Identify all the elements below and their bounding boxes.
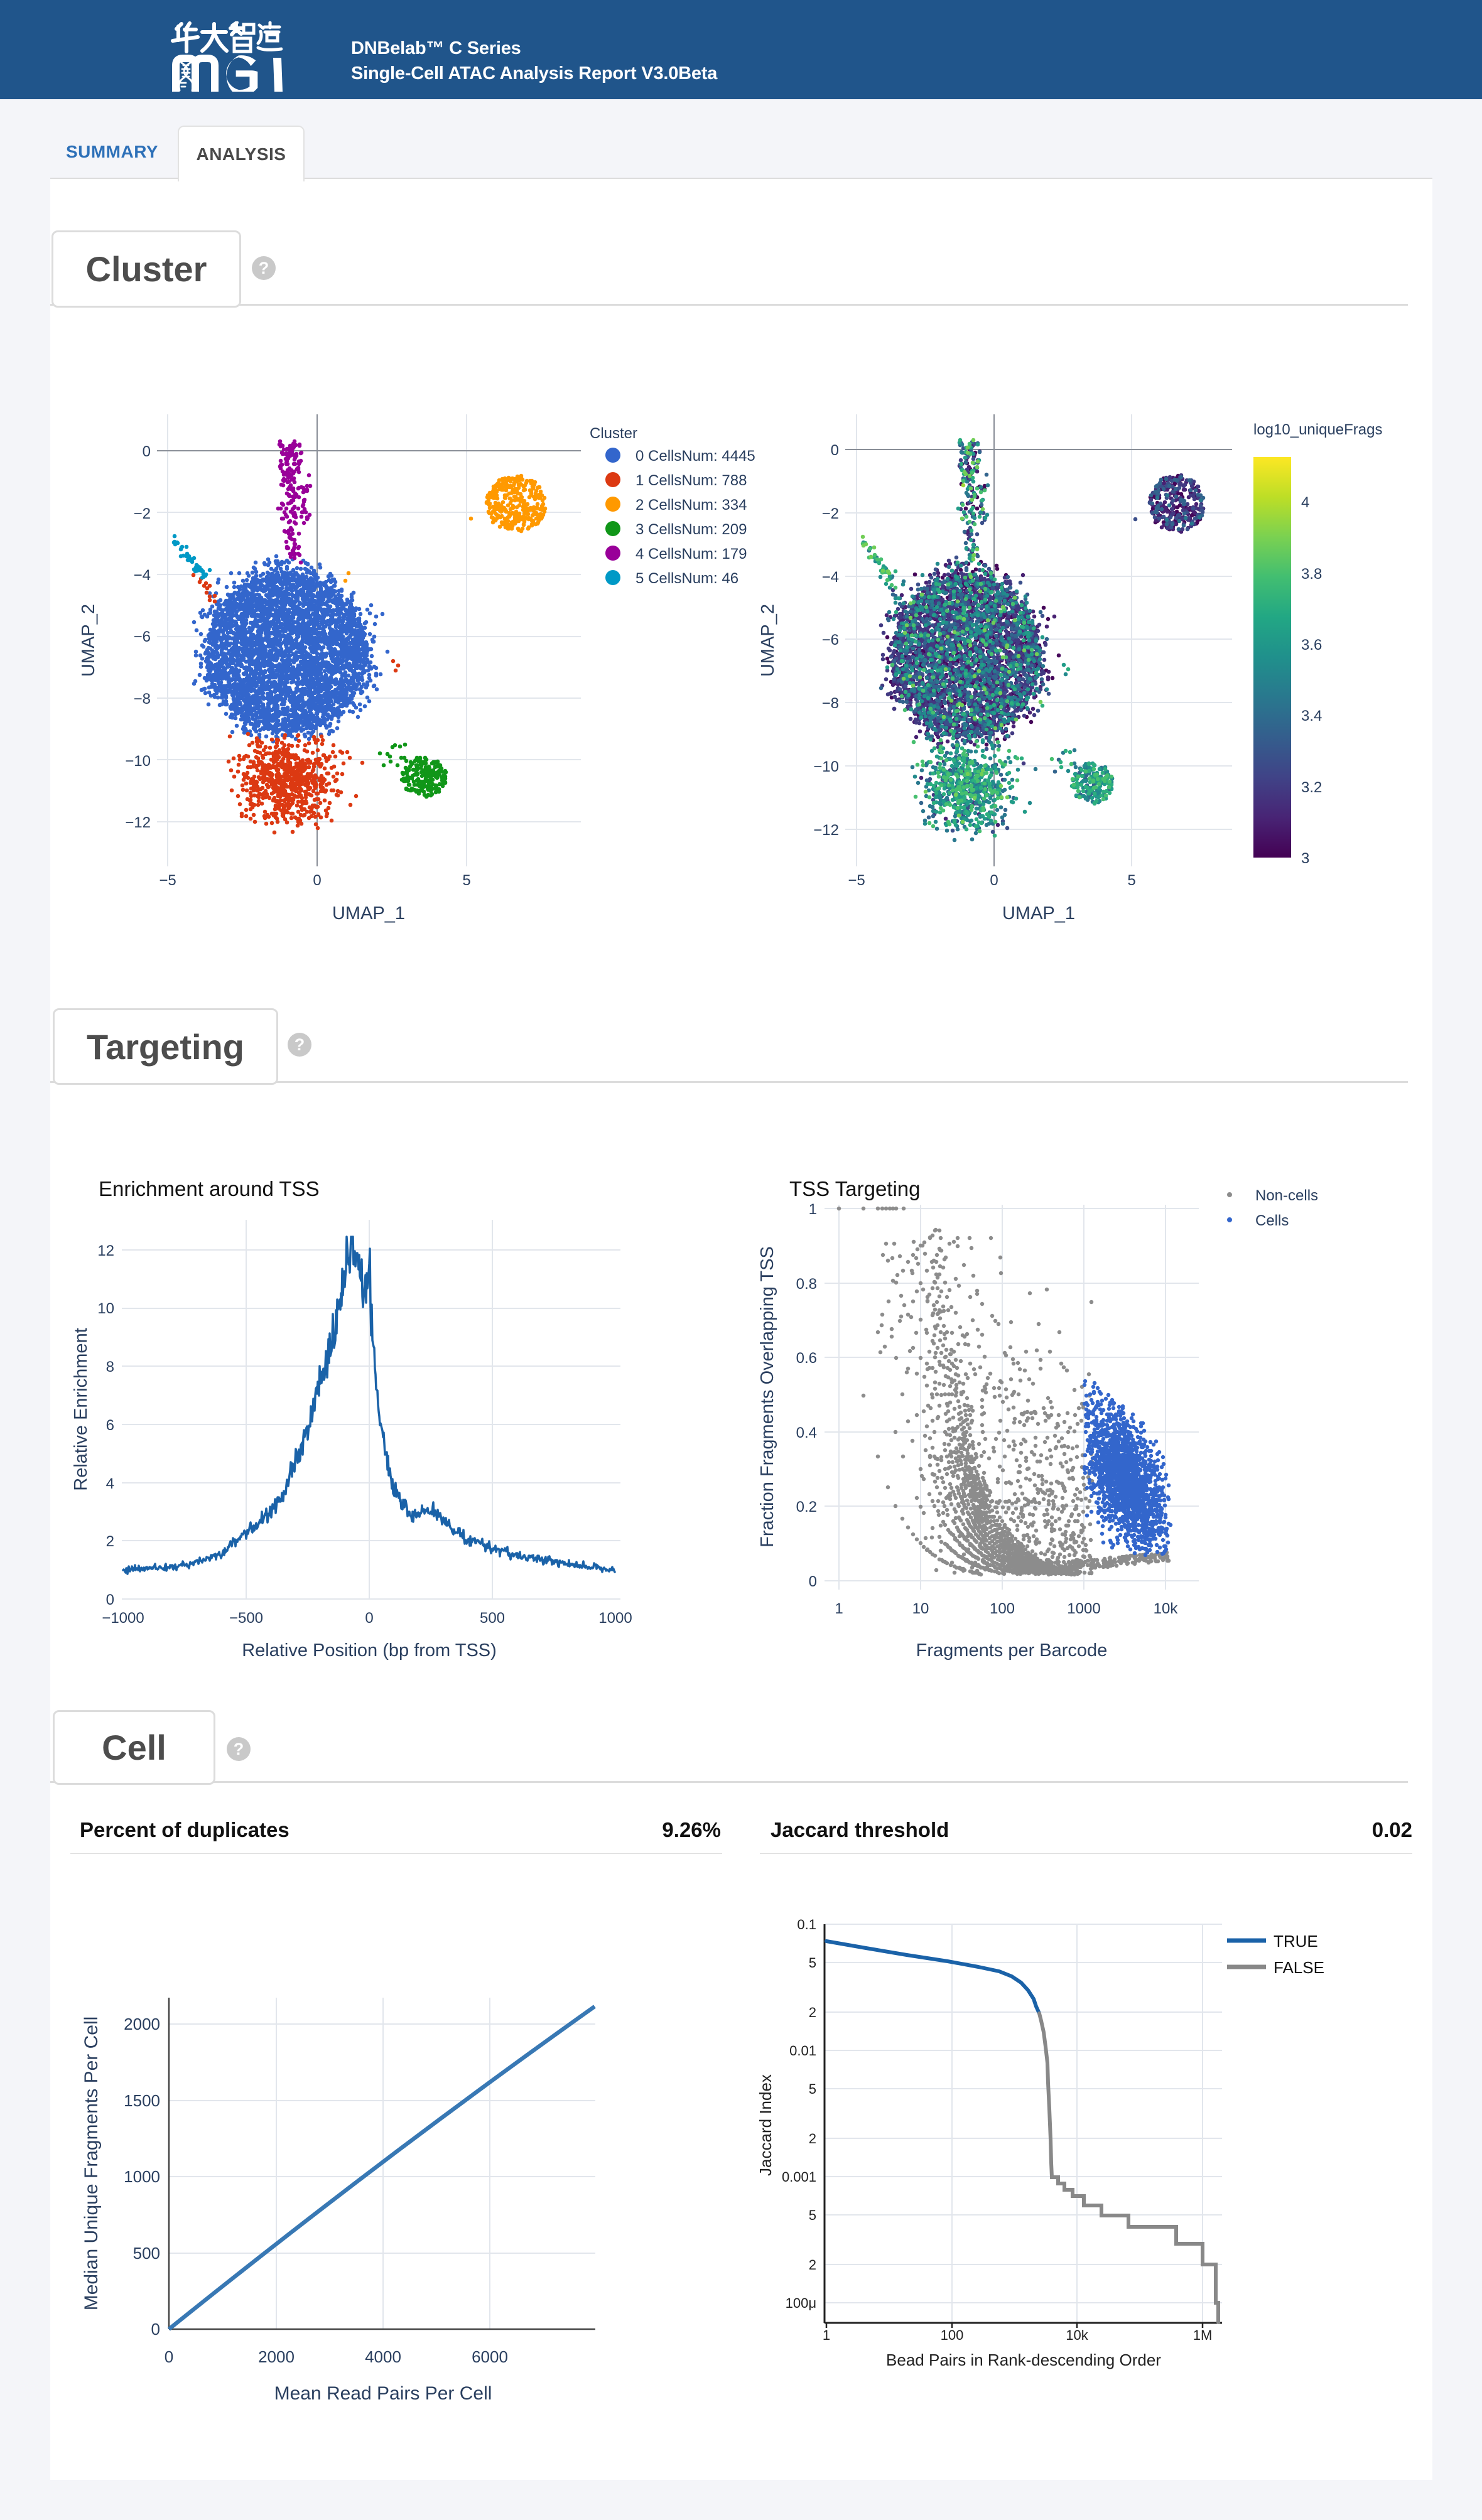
svg-text:0 CellsNum: 4445: 0 CellsNum: 4445 (636, 448, 755, 465)
svg-text:0.001: 0.001 (782, 2169, 816, 2185)
svg-text:UMAP_2: UMAP_2 (758, 604, 778, 677)
svg-text:0.8: 0.8 (796, 1276, 817, 1293)
svg-text:1000: 1000 (598, 1610, 632, 1627)
svg-text:Cluster: Cluster (590, 425, 637, 442)
svg-text:2: 2 (809, 2257, 816, 2273)
svg-text:8: 8 (106, 1359, 114, 1376)
svg-text:10k: 10k (1066, 2327, 1088, 2343)
svg-text:Enrichment around TSS: Enrichment around TSS (99, 1177, 320, 1200)
svg-text:6: 6 (106, 1417, 114, 1434)
svg-text:Non-cells: Non-cells (1255, 1187, 1318, 1204)
svg-text:2 CellsNum: 334: 2 CellsNum: 334 (636, 497, 747, 514)
svg-text:−4: −4 (822, 569, 839, 586)
svg-text:1M: 1M (1193, 2327, 1213, 2343)
svg-text:−4: −4 (134, 567, 151, 584)
svg-text:5: 5 (1127, 872, 1135, 889)
svg-text:−1000: −1000 (102, 1610, 144, 1627)
svg-text:3.2: 3.2 (1301, 779, 1322, 796)
svg-text:Cells: Cells (1255, 1212, 1289, 1229)
svg-text:−8: −8 (134, 691, 151, 708)
svg-text:10: 10 (97, 1300, 114, 1317)
svg-text:Median Unique Fragments Per Ce: Median Unique Fragments Per Cell (81, 2017, 102, 2311)
svg-text:0: 0 (143, 443, 151, 460)
svg-text:0: 0 (151, 2320, 160, 2339)
svg-text:1000: 1000 (124, 2167, 160, 2186)
svg-text:−12: −12 (125, 814, 151, 831)
svg-text:4 CellsNum: 179: 4 CellsNum: 179 (636, 546, 747, 563)
svg-text:0.4: 0.4 (796, 1424, 817, 1441)
svg-text:0: 0 (365, 1610, 373, 1627)
svg-text:UMAP_1: UMAP_1 (332, 903, 405, 923)
svg-text:3.4: 3.4 (1301, 708, 1322, 724)
svg-text:5: 5 (809, 2081, 816, 2097)
svg-text:0: 0 (313, 872, 321, 889)
svg-text:−5: −5 (159, 872, 176, 889)
svg-text:5: 5 (809, 2207, 816, 2223)
svg-text:1: 1 (809, 1201, 817, 1218)
svg-text:0: 0 (165, 2347, 173, 2366)
svg-text:−10: −10 (125, 753, 151, 770)
svg-text:6000: 6000 (472, 2347, 508, 2366)
svg-text:3.6: 3.6 (1301, 637, 1322, 654)
svg-text:5: 5 (809, 1955, 816, 1971)
svg-text:TRUE: TRUE (1274, 1932, 1318, 1951)
svg-text:−5: −5 (848, 872, 865, 889)
svg-text:5: 5 (462, 872, 470, 889)
svg-text:0: 0 (831, 442, 839, 459)
svg-text:Mean Read Pairs Per Cell: Mean Read Pairs Per Cell (274, 2383, 492, 2404)
svg-text:4000: 4000 (365, 2347, 401, 2366)
svg-text:2000: 2000 (124, 2015, 160, 2033)
svg-text:500: 500 (133, 2244, 160, 2263)
svg-text:4: 4 (106, 1475, 114, 1492)
svg-text:TSS Targeting: TSS Targeting (789, 1177, 921, 1200)
svg-text:FALSE: FALSE (1274, 1958, 1324, 1977)
svg-text:Jaccard Index: Jaccard Index (756, 2074, 775, 2176)
svg-text:−6: −6 (822, 632, 839, 649)
svg-text:0: 0 (990, 872, 998, 889)
svg-text:Relative Position (bp from TSS: Relative Position (bp from TSS) (242, 1640, 497, 1661)
svg-text:5 CellsNum: 46: 5 CellsNum: 46 (636, 570, 738, 587)
svg-text:2: 2 (809, 2131, 816, 2146)
svg-text:UMAP_1: UMAP_1 (1002, 903, 1075, 923)
svg-text:−2: −2 (822, 505, 839, 522)
svg-text:3 CellsNum: 209: 3 CellsNum: 209 (636, 521, 747, 538)
svg-text:0: 0 (106, 1591, 114, 1608)
svg-text:10: 10 (912, 1600, 929, 1617)
svg-text:2: 2 (106, 1533, 114, 1550)
svg-text:1: 1 (835, 1600, 843, 1617)
svg-text:3: 3 (1301, 850, 1309, 867)
svg-text:3.8: 3.8 (1301, 566, 1322, 583)
svg-text:100: 100 (941, 2327, 964, 2343)
svg-text:500: 500 (480, 1610, 505, 1627)
svg-text:−6: −6 (134, 628, 151, 645)
svg-text:Relative Enrichment: Relative Enrichment (71, 1328, 91, 1491)
svg-text:4: 4 (1301, 494, 1309, 511)
svg-text:0.2: 0.2 (796, 1499, 817, 1516)
svg-text:0.6: 0.6 (796, 1350, 817, 1367)
svg-text:−2: −2 (134, 505, 151, 522)
svg-text:Fragments per Barcode: Fragments per Barcode (916, 1640, 1108, 1661)
svg-text:log10_uniqueFrags: log10_uniqueFrags (1253, 421, 1383, 438)
svg-text:2000: 2000 (258, 2347, 295, 2366)
svg-text:1 CellsNum: 788: 1 CellsNum: 788 (636, 472, 747, 489)
svg-text:−12: −12 (813, 822, 839, 839)
svg-text:2: 2 (809, 2005, 816, 2020)
svg-text:Fraction Fragments Overlapping: Fraction Fragments Overlapping TSS (757, 1246, 777, 1548)
svg-text:100μ: 100μ (786, 2295, 816, 2311)
svg-text:UMAP_2: UMAP_2 (78, 604, 99, 677)
svg-text:−10: −10 (813, 758, 839, 775)
svg-text:0.1: 0.1 (797, 1917, 816, 1932)
svg-text:12: 12 (97, 1242, 114, 1259)
svg-text:0: 0 (809, 1573, 817, 1590)
svg-text:1000: 1000 (1067, 1600, 1100, 1617)
svg-text:1: 1 (823, 2327, 830, 2343)
svg-text:1500: 1500 (124, 2091, 160, 2110)
svg-text:0.01: 0.01 (789, 2043, 816, 2059)
svg-text:−8: −8 (822, 695, 839, 712)
svg-text:100: 100 (990, 1600, 1015, 1617)
svg-text:Bead Pairs in Rank-descending: Bead Pairs in Rank-descending Order (886, 2350, 1161, 2369)
svg-text:10k: 10k (1154, 1600, 1179, 1617)
svg-text:−500: −500 (229, 1610, 263, 1627)
